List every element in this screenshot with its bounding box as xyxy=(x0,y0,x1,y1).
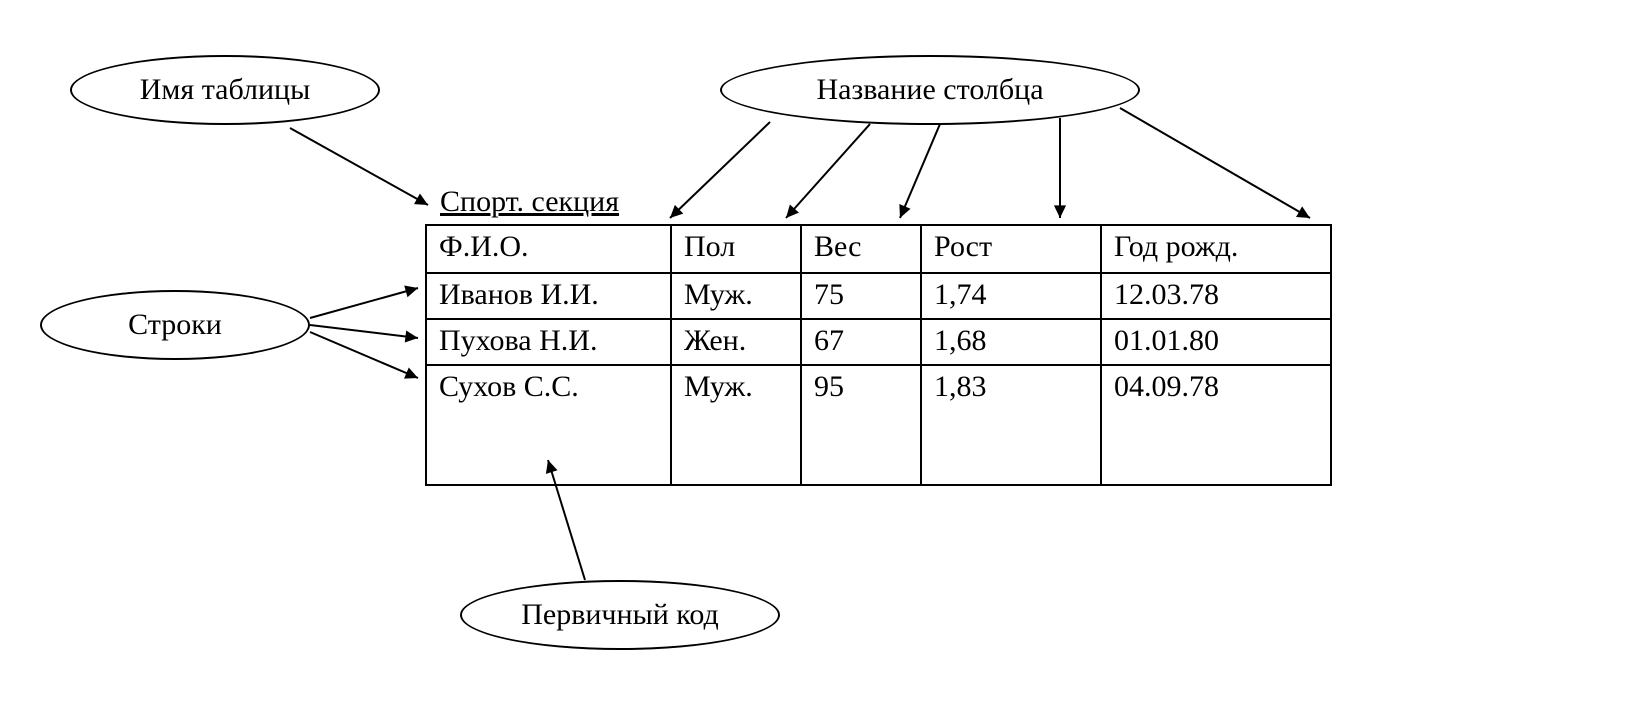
table-cell: Пухова Н.И. xyxy=(426,319,671,365)
table-body: Иванов И.И.Муж.751,7412.03.78Пухова Н.И.… xyxy=(426,273,1331,485)
table-cell: 01.01.80 xyxy=(1101,319,1331,365)
table-title: Спорт. секция xyxy=(440,185,619,219)
label-rows-text: Строки xyxy=(128,308,222,342)
table-row: Иванов И.И.Муж.751,7412.03.78 xyxy=(426,273,1331,319)
label-primary-code-text: Первичный код xyxy=(521,598,719,632)
table-cell: 12.03.78 xyxy=(1101,273,1331,319)
table-cell: Жен. xyxy=(671,319,801,365)
table-header-cell: Ф.И.О. xyxy=(426,225,671,273)
label-table-name: Имя таблицы xyxy=(70,55,380,125)
label-rows: Строки xyxy=(40,290,310,360)
table-cell: Муж. xyxy=(671,273,801,319)
table-cell: Муж. xyxy=(671,365,801,485)
table-cell: Иванов И.И. xyxy=(426,273,671,319)
label-column-name-text: Название столбца xyxy=(816,73,1043,107)
table-header-cell: Рост xyxy=(921,225,1101,273)
table-header-cell: Пол xyxy=(671,225,801,273)
table-cell: 75 xyxy=(801,273,921,319)
table-cell: 67 xyxy=(801,319,921,365)
diagram-canvas: Имя таблицы Название столбца Строки Перв… xyxy=(0,0,1634,705)
table-header-cell: Вес xyxy=(801,225,921,273)
table-header-cell: Год рожд. xyxy=(1101,225,1331,273)
table-cell: 95 xyxy=(801,365,921,485)
label-column-name: Название столбца xyxy=(720,55,1140,125)
table-row: Пухова Н.И.Жен.671,6801.01.80 xyxy=(426,319,1331,365)
table-cell: 04.09.78 xyxy=(1101,365,1331,485)
table-cell: 1,68 xyxy=(921,319,1101,365)
table-header-row: Ф.И.О.ПолВесРостГод рожд. xyxy=(426,225,1331,273)
label-primary-code: Первичный код xyxy=(460,580,780,650)
table-cell: 1,74 xyxy=(921,273,1101,319)
label-table-name-text: Имя таблицы xyxy=(140,73,311,107)
data-table: Ф.И.О.ПолВесРостГод рожд. Иванов И.И.Муж… xyxy=(425,224,1332,486)
table-row: Сухов С.С.Муж.951,8304.09.78 xyxy=(426,365,1331,485)
table-cell: Сухов С.С. xyxy=(426,365,671,485)
table-cell: 1,83 xyxy=(921,365,1101,485)
